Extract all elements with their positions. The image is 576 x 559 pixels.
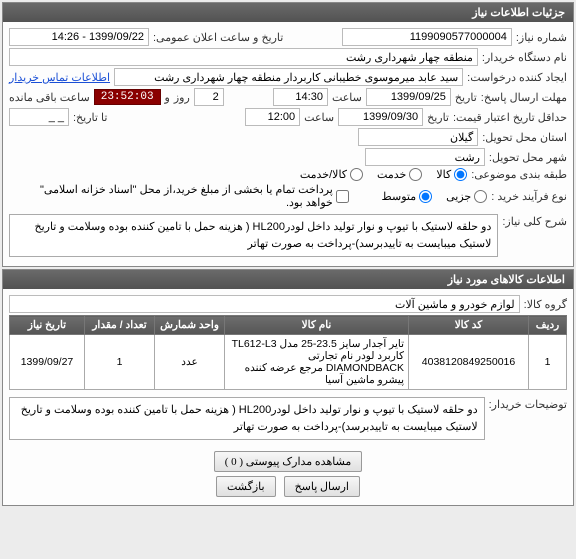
main-desc-label: شرح کلی نیاز:	[502, 211, 567, 228]
until-label: تا تاریخ:	[73, 111, 107, 124]
col-unit: واحد شمارش	[155, 316, 225, 335]
goods-info-header: اطلاعات کالاهای مورد نیاز	[3, 270, 573, 289]
reply-date-lbl: تاریخ	[455, 91, 477, 104]
announce-dt-label: تاریخ و ساعت اعلان عمومی:	[153, 31, 283, 44]
full-pay-text: پرداخت تمام یا بخشی از مبلغ خرید،از محل …	[19, 183, 333, 209]
goods-table-header-row: ردیف کد کالا نام کالا واحد شمارش تعداد /…	[10, 316, 567, 335]
cell-row: 1	[529, 335, 567, 390]
reply-hour-lbl: ساعت	[332, 91, 362, 104]
cell-code: 4038120849250016	[409, 335, 529, 390]
countdown-days: 2	[194, 88, 224, 106]
footer-buttons-2: ارسال پاسخ بازگشت	[9, 476, 567, 501]
reply-time-value: 14:30	[273, 88, 328, 106]
main-desc-value: دو حلقه لاستیک با تیوپ و نوار تولید داخل…	[9, 214, 498, 257]
col-qty: تعداد / مقدار	[85, 316, 155, 335]
price-valid-label: حداقل تاریخ اعتبار قیمت:	[453, 111, 567, 124]
remaining-lbl: ساعت باقی مانده	[9, 91, 90, 104]
province-value: گیلان	[358, 128, 478, 146]
goods-table: ردیف کد کالا نام کالا واحد شمارش تعداد /…	[9, 315, 567, 390]
back-button[interactable]: بازگشت	[216, 476, 276, 497]
budget-both-radio[interactable]: کالا/خدمت	[300, 168, 363, 181]
cell-unit: عدد	[155, 335, 225, 390]
need-no-value: 1199090577000004	[342, 28, 512, 46]
price-date-lbl: تاریخ	[427, 111, 449, 124]
need-details-body: شماره نیاز: 1199090577000004 تاریخ و ساع…	[3, 22, 573, 266]
cell-need-date: 1399/09/27	[10, 335, 85, 390]
attachments-button[interactable]: مشاهده مدارک پیوستی ( 0 )	[214, 451, 363, 472]
and-lbl: و	[165, 91, 170, 104]
price-hour-lbl: ساعت	[304, 111, 334, 124]
goods-group-value: لوازم خودرو و ماشین آلات	[9, 295, 520, 313]
process-mid-input[interactable]	[419, 190, 432, 203]
budget-service-radio[interactable]: خدمت	[377, 168, 422, 181]
table-row[interactable]: 1 4038120849250016 تایر آجدار سایز 23.5-…	[10, 335, 567, 390]
goods-info-panel: اطلاعات کالاهای مورد نیاز گروه کالا: لوا…	[2, 269, 574, 506]
goods-info-body: گروه کالا: لوازم خودرو و ماشین آلات ردیف…	[3, 289, 573, 505]
price-date-value: 1399/09/30	[338, 108, 423, 126]
full-pay-input[interactable]	[336, 190, 349, 203]
buyer-org-label: نام دستگاه خریدار:	[482, 51, 567, 64]
creator-value: سید عابد میرموسوی خطیبانی کاربردار منطقه…	[114, 68, 463, 86]
budget-goods-text: کالا	[436, 168, 451, 181]
budget-goods-radio[interactable]: کالا	[436, 168, 467, 181]
process-mid-text: متوسط	[382, 190, 417, 203]
cell-qty: 1	[85, 335, 155, 390]
budget-cat-label: طبقه بندی موضوعی:	[471, 168, 567, 181]
day-lbl: روز	[174, 91, 190, 104]
price-time-value: 12:00	[245, 108, 300, 126]
need-no-label: شماره نیاز:	[516, 31, 567, 44]
until-value: _ _	[9, 108, 69, 126]
buyer-notes-value: دو حلقه لاستیک با تیوپ و نوار تولید داخل…	[9, 397, 485, 440]
budget-goods-input[interactable]	[454, 168, 467, 181]
send-reply-button[interactable]: ارسال پاسخ	[284, 476, 360, 497]
col-row: ردیف	[529, 316, 567, 335]
full-pay-check[interactable]: پرداخت تمام یا بخشی از مبلغ خرید،از محل …	[19, 183, 349, 209]
process-type-label: نوع فرآیند خرید :	[491, 190, 567, 203]
col-need-date: تاریخ نیاز	[10, 316, 85, 335]
creator-label: ایجاد کننده درخواست:	[467, 71, 567, 84]
buyer-notes-label: توضیحات خریدار:	[489, 394, 567, 411]
announce-dt-value: 1399/09/22 - 14:26	[9, 28, 149, 46]
footer-buttons: مشاهده مدارک پیوستی ( 0 )	[9, 445, 567, 476]
process-mid-radio[interactable]: متوسط	[382, 190, 433, 203]
reply-deadline-label: مهلت ارسال پاسخ:	[481, 91, 567, 104]
city-value: رشت	[365, 148, 485, 166]
countdown-timer: 23:52:03	[94, 89, 161, 105]
city-label: شهر محل تحویل:	[489, 151, 567, 164]
process-low-radio[interactable]: جزیی	[446, 190, 487, 203]
budget-both-input[interactable]	[350, 168, 363, 181]
cell-name: تایر آجدار سایز 23.5-25 مدل TL612-L3 کار…	[225, 335, 409, 390]
need-details-header: جزئیات اطلاعات نیاز	[3, 3, 573, 22]
budget-service-input[interactable]	[409, 168, 422, 181]
budget-service-text: خدمت	[377, 168, 406, 181]
process-low-input[interactable]	[474, 190, 487, 203]
col-code: کد کالا	[409, 316, 529, 335]
process-low-text: جزیی	[446, 190, 471, 203]
budget-both-text: کالا/خدمت	[300, 168, 347, 181]
col-name: نام کالا	[225, 316, 409, 335]
buyer-org-value: منطقه چهار شهرداری رشت	[9, 48, 478, 66]
province-label: استان محل تحویل:	[482, 131, 567, 144]
goods-group-label: گروه کالا:	[524, 298, 567, 311]
reply-date-value: 1399/09/25	[366, 88, 451, 106]
buyer-contact-link[interactable]: اطلاعات تماس خریدار	[9, 71, 110, 84]
need-details-panel: جزئیات اطلاعات نیاز شماره نیاز: 11990905…	[2, 2, 574, 267]
